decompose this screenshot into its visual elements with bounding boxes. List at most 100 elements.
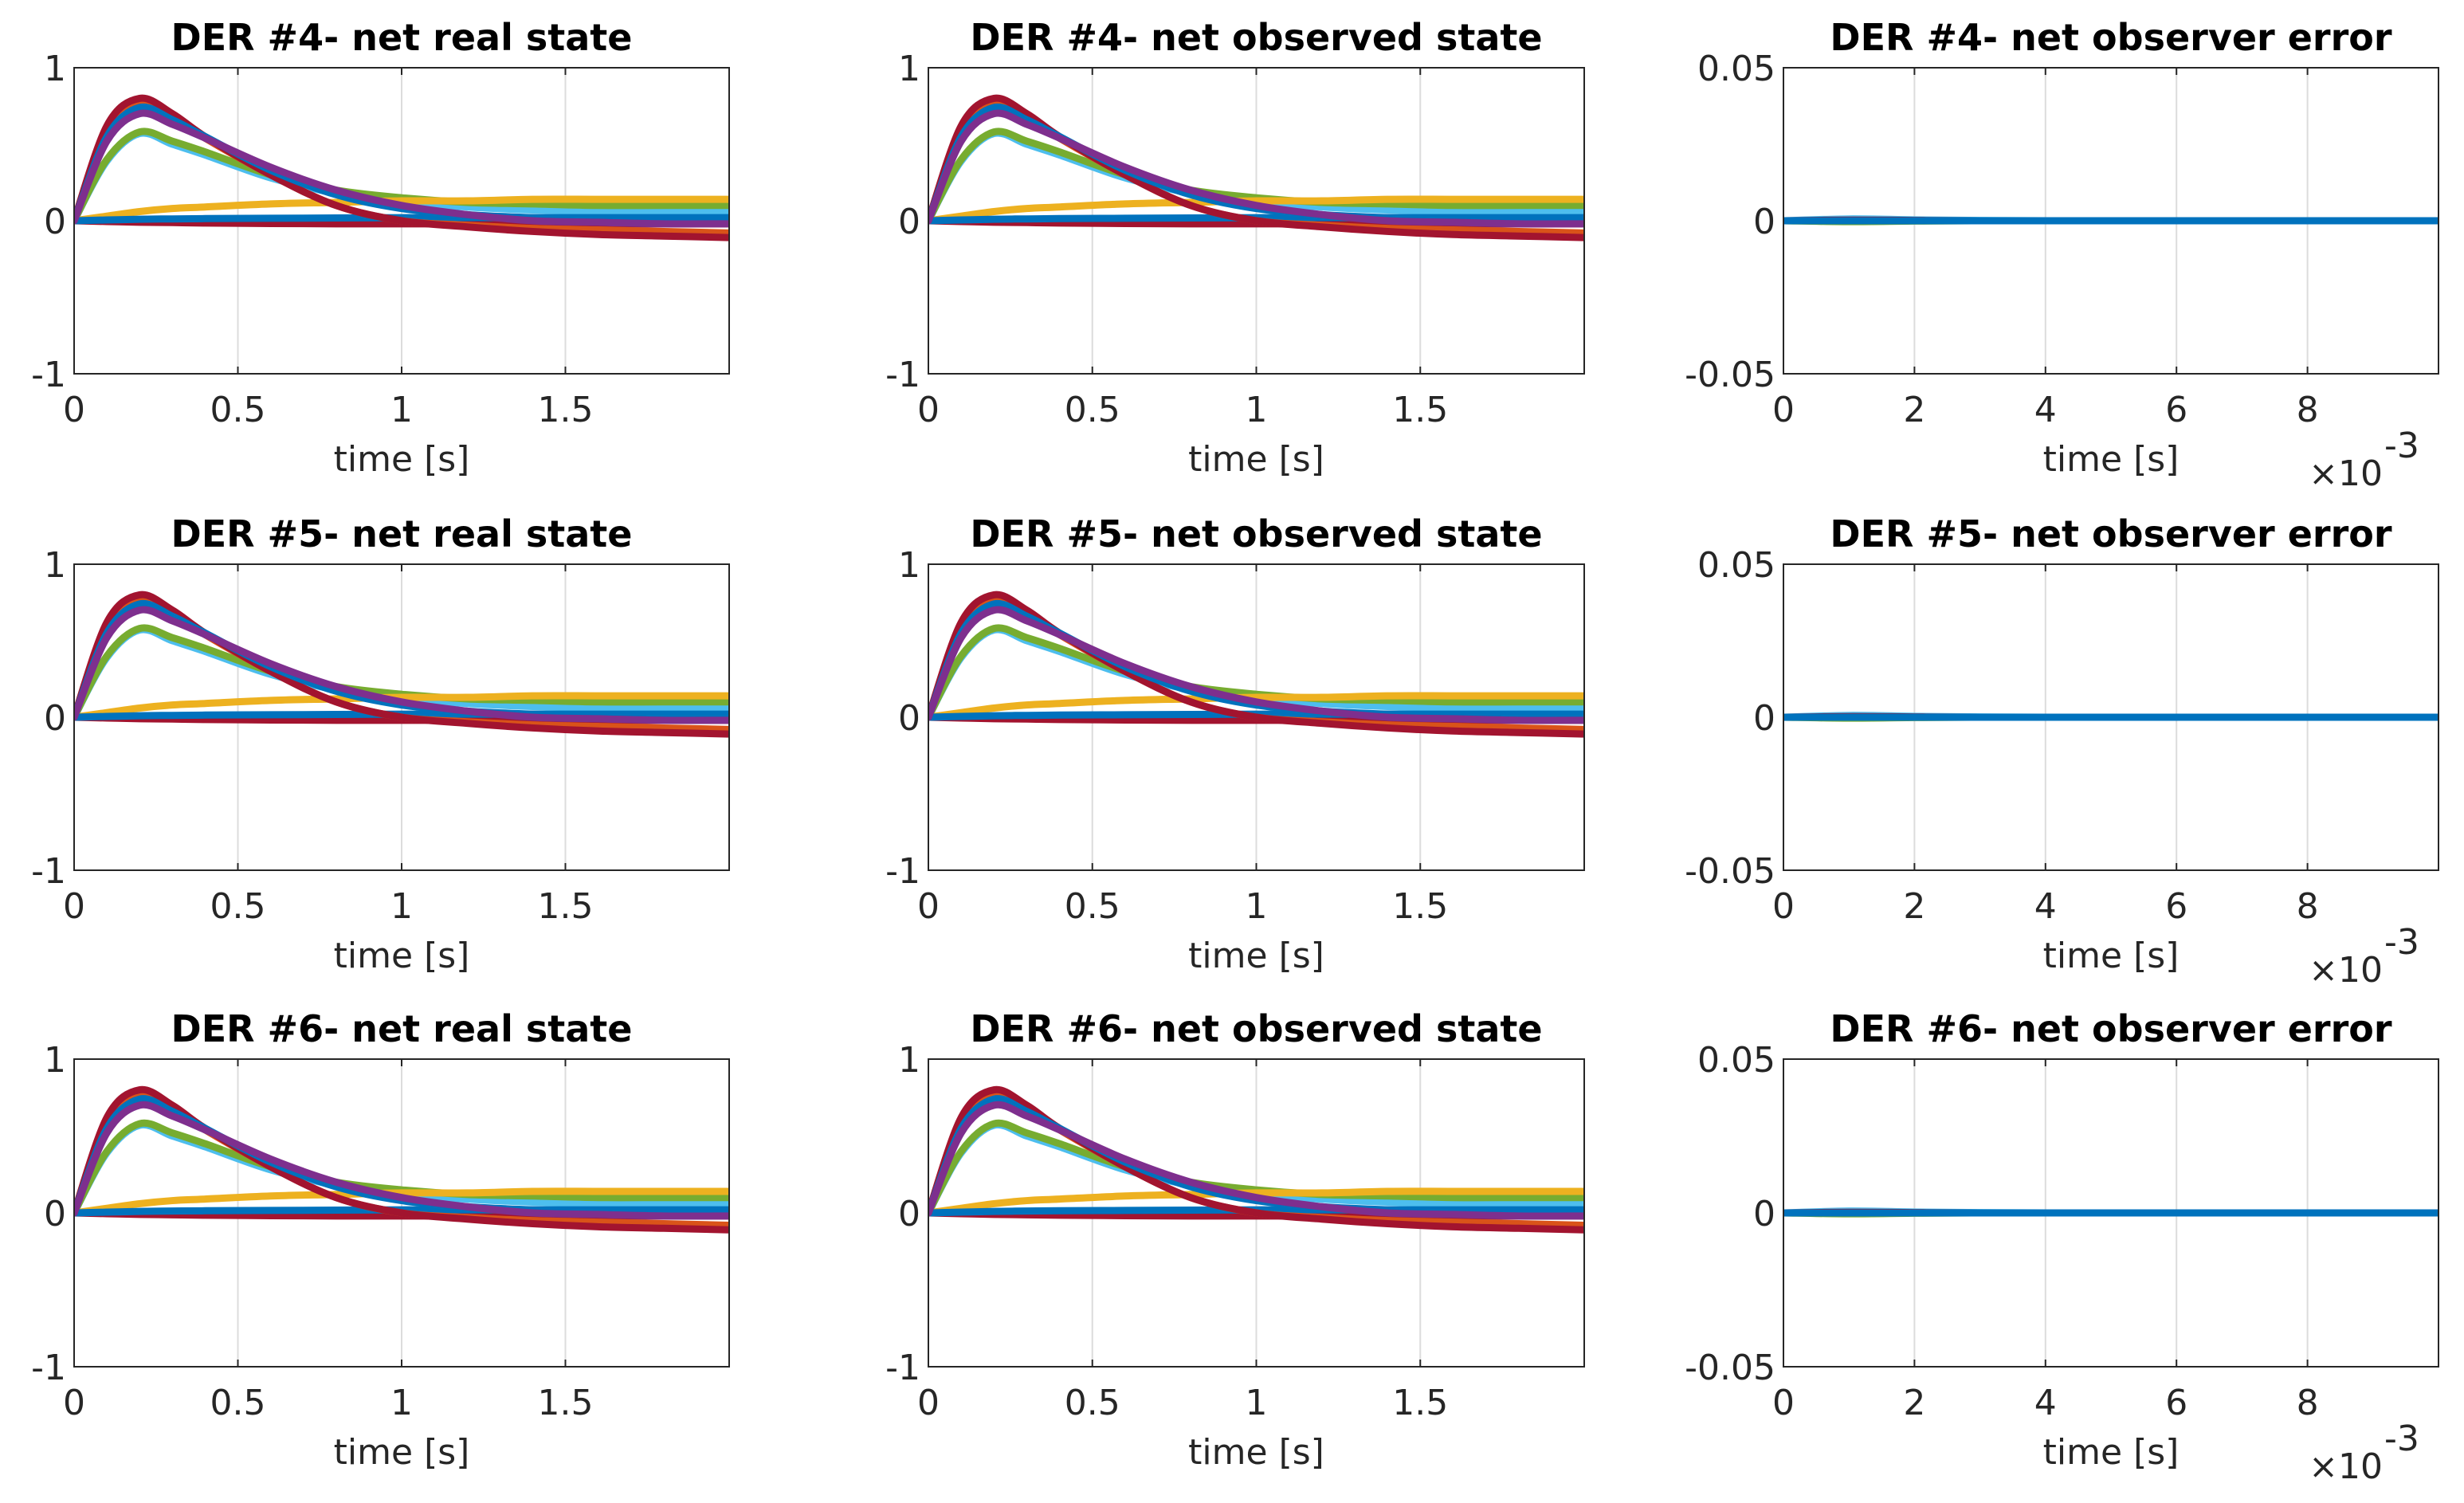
chart-title: DER #6- net observer error [1830,1007,2391,1050]
x-tick-label: 4 [2034,886,2057,927]
x-tick-label: 1.5 [538,1383,594,1423]
axes-box [928,1058,1585,1368]
x-tick-label: 4 [2034,390,2057,430]
axes-box [1783,563,2439,871]
x-tick-label: 0 [63,886,85,927]
x-axis-label: time [s] [1188,1432,1324,1473]
x-tick-label: 0 [1772,886,1795,927]
x-axis-label: time [s] [2043,936,2180,976]
series-group [1783,1207,2438,1218]
series-line-s7 [74,591,729,738]
y-tick-label: -1 [885,851,920,892]
y-tick-label: 1 [898,1040,920,1081]
x-tick-label: 1.5 [1392,390,1448,430]
series-group [928,1085,1584,1234]
x-tick-label: 0 [63,1383,85,1423]
y-tick-label: 1 [44,49,66,89]
series-line-s7 [928,94,1584,241]
x-axis-label: time [s] [2043,1432,2180,1473]
y-tick-label: -0.05 [1685,851,1775,892]
y-tick-label: 0.05 [1697,49,1775,89]
y-tick-label: 0.05 [1697,545,1775,586]
y-tick-label: -0.05 [1685,1348,1775,1388]
x-tick-label: 0 [63,390,85,430]
series-line-s7 [74,1085,729,1234]
x-tick-label: 8 [2297,886,2319,927]
y-tick-label: -1 [885,1348,920,1388]
x-tick-label: 1.5 [1392,1383,1448,1423]
series-line-s9 [74,109,729,228]
chart-title: DER #5- net observer error [1830,512,2391,555]
series-line-s7 [928,1085,1584,1234]
x-scale-factor: ×10 [2309,1446,2383,1487]
y-tick-label: 0.05 [1697,1040,1775,1081]
x-axis-label: time [s] [2043,439,2180,480]
y-tick-label: 0 [44,202,66,242]
x-tick-label: 8 [2297,390,2319,430]
x-axis-label: time [s] [334,1432,470,1473]
x-axis-label: time [s] [334,439,470,480]
y-tick-label: 0 [44,698,66,739]
x-tick-label: 0.5 [210,1383,266,1423]
series-line-s9 [74,1101,729,1220]
chart-title: DER #6- net real state [171,1007,633,1050]
chart-title: DER #4- net observer error [1830,16,2391,59]
x-tick-label: 1 [1246,886,1268,927]
x-tick-label: 2 [1903,886,1925,927]
x-tick-label: 6 [2165,1383,2187,1423]
y-tick-label: 0 [898,698,920,739]
y-tick-label: 1 [898,49,920,89]
x-tick-label: 6 [2165,886,2187,927]
x-tick-label: 0 [1772,390,1795,430]
x-scale-factor: ×10 [2309,453,2383,494]
series-group [1783,712,2438,722]
y-tick-label: -1 [31,355,66,395]
y-tick-label: -0.05 [1685,355,1775,395]
axes-box [1783,67,2439,375]
x-tick-label: 0.5 [1065,1383,1120,1423]
series-line-s9 [928,606,1584,724]
axes-box [73,67,730,375]
x-tick-label: 1 [390,886,413,927]
x-tick-label: 1 [1246,390,1268,430]
x-tick-label: 0.5 [210,390,266,430]
series-group [74,1085,729,1234]
y-tick-label: -1 [885,355,920,395]
y-tick-label: -1 [31,851,66,892]
series-line-s9 [928,1101,1584,1220]
y-tick-label: 0 [1753,698,1775,739]
axes-box [928,67,1585,375]
x-tick-label: 1.5 [538,886,594,927]
x-tick-label: 0.5 [1065,886,1120,927]
x-tick-label: 0 [1772,1383,1795,1423]
series-group [928,94,1584,241]
series-line-s9 [928,109,1584,228]
series-group [1783,215,2438,226]
y-tick-label: 0 [898,202,920,242]
axes-box [1783,1058,2439,1368]
x-tick-label: 1.5 [538,390,594,430]
x-tick-label: 0 [917,390,940,430]
x-tick-label: 2 [1903,390,1925,430]
x-tick-label: 1 [390,1383,413,1423]
series-group [928,591,1584,738]
chart-title: DER #4- net observed state [970,16,1542,59]
axes-box [73,563,730,871]
x-tick-label: 0 [917,1383,940,1423]
axes-box [73,1058,730,1368]
x-scale-exponent: -3 [2384,1419,2419,1459]
x-axis-label: time [s] [1188,439,1324,480]
x-scale-factor: ×10 [2309,950,2383,991]
x-tick-label: 1 [390,390,413,430]
y-tick-label: -1 [31,1348,66,1388]
x-tick-label: 4 [2034,1383,2057,1423]
